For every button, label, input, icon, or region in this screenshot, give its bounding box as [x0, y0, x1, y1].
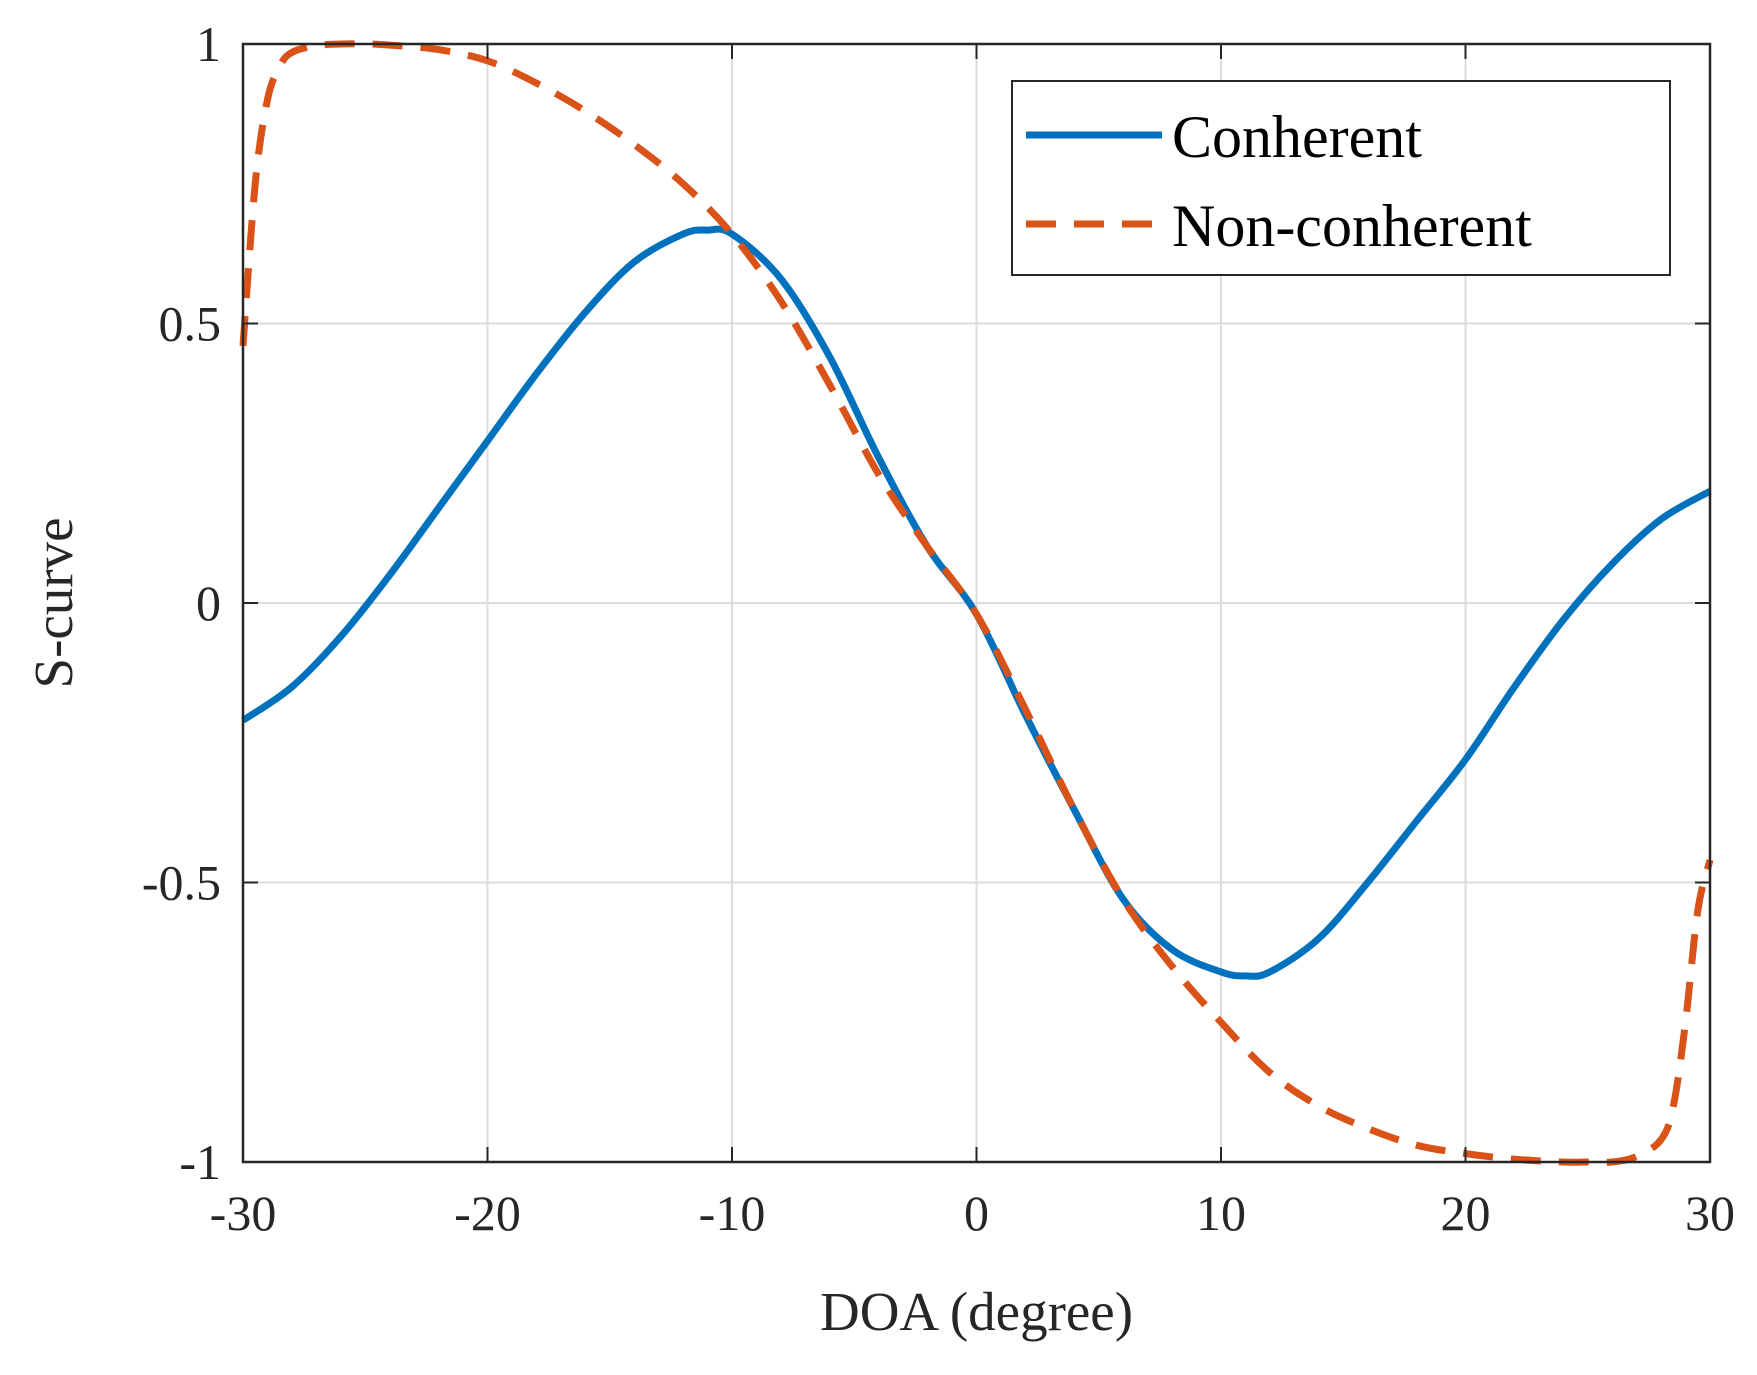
x-tick-label: -30	[210, 1185, 277, 1241]
y-tick-label: -1	[179, 1134, 221, 1190]
series-line-non-conherent	[239, 40, 1714, 1166]
legend: Conherent Non-conherent	[1011, 80, 1671, 276]
legend-label-non-conherent: Non-conherent	[1172, 193, 1532, 259]
y-tick-label: -0.5	[142, 855, 221, 911]
y-tick-label: 0	[196, 575, 221, 631]
x-tick-label: -20	[454, 1185, 521, 1241]
ticks	[242, 43, 1711, 1163]
x-tick-label: 30	[1685, 1185, 1735, 1241]
x-tick-label: 0	[964, 1185, 989, 1241]
y-axis-title: S-curve	[23, 517, 84, 688]
y-tick-label: 1	[196, 16, 221, 72]
x-tick-label: 10	[1196, 1185, 1246, 1241]
x-axis-title: DOA (degree)	[820, 1281, 1133, 1342]
tick-labels: -30 -20 -10 0 10 20 30 -1 -0.5 0 0.5 1	[142, 16, 1735, 1241]
x-tick-label: -10	[699, 1185, 766, 1241]
legend-box	[1011, 80, 1671, 276]
x-tick-label: 20	[1441, 1185, 1491, 1241]
legend-label-conherent: Conherent	[1172, 104, 1422, 170]
series-lines	[239, 40, 1714, 1166]
y-tick-label: 0.5	[159, 296, 222, 352]
